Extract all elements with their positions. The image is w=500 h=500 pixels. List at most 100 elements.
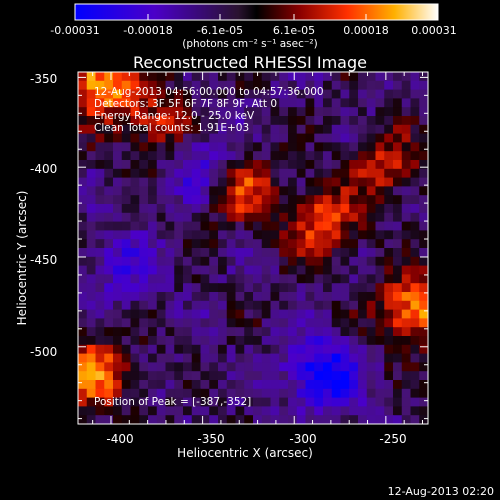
heatmap-cell (113, 309, 123, 319)
heatmap-cell (253, 133, 263, 143)
heatmap-cell (95, 415, 105, 425)
heatmap-cell (121, 195, 131, 205)
heatmap-cell (410, 327, 420, 337)
heatmap-cell (349, 274, 359, 284)
heatmap-cell (218, 239, 228, 249)
heatmap-cell (323, 168, 333, 179)
heatmap-cell (209, 230, 219, 240)
heatmap-cell (358, 98, 368, 108)
heatmap-cell (156, 221, 166, 231)
heatmap-cell (419, 72, 429, 82)
heatmap-cell (183, 107, 193, 117)
heatmap-cell (279, 160, 289, 170)
heatmap-cell (113, 397, 123, 407)
heatmap-cell (314, 274, 324, 284)
heatmap-cell (130, 344, 140, 355)
heatmap-cell (121, 204, 131, 214)
heatmap-cell (384, 98, 394, 108)
heatmap-cell (113, 406, 123, 416)
heatmap-cell (139, 344, 149, 355)
heatmap-cell (375, 186, 385, 196)
heatmap-cell (401, 160, 411, 170)
heatmap-cell (244, 336, 254, 346)
heatmap-cell (78, 221, 88, 231)
heatmap-cell (130, 221, 140, 231)
heatmap-cell (384, 89, 394, 99)
heatmap-cell (358, 186, 368, 196)
heatmap-cell (95, 283, 105, 293)
heatmap-cell (95, 353, 105, 363)
heatmap-cell (410, 248, 420, 258)
heatmap-cell (375, 72, 385, 82)
heatmap-cell (235, 204, 245, 214)
heatmap-cell (401, 274, 411, 284)
heatmap-cell (183, 133, 193, 143)
heatmap-cell (78, 353, 88, 363)
heatmap-cell (288, 98, 298, 108)
heatmap-cell (191, 160, 201, 170)
heatmap-cell (393, 415, 403, 425)
heatmap-cell (235, 107, 245, 117)
heatmap-cell (156, 256, 166, 267)
heatmap-cell (244, 292, 254, 302)
heatmap-cell (401, 186, 411, 196)
heatmap-cell (139, 195, 149, 205)
heatmap-cell (156, 406, 166, 416)
heatmap-cell (226, 89, 236, 99)
heatmap-cell (358, 300, 368, 311)
heatmap-cell (191, 239, 201, 249)
heatmap-cell (340, 133, 350, 143)
heatmap-cell (191, 151, 201, 161)
heatmap-cell (279, 98, 289, 108)
colorbar-tick-label: -6.1e-05 (196, 24, 244, 37)
heatmap-cell (323, 283, 333, 293)
heatmap-cell (349, 80, 359, 91)
heatmap-cell (323, 221, 333, 231)
heatmap-cell (95, 300, 105, 311)
heatmap-cell (270, 362, 280, 372)
heatmap-cell (279, 124, 289, 135)
heatmap-cell (244, 195, 254, 205)
heatmap-cell (401, 133, 411, 143)
heatmap-cell (375, 265, 385, 275)
colorbar-units: (photons cm⁻² s⁻¹ asec⁻²) (182, 38, 318, 50)
heatmap-cell (419, 309, 429, 319)
heatmap-cell (261, 397, 271, 407)
heatmap-cell (375, 362, 385, 372)
heatmap-cell (314, 327, 324, 337)
heatmap-cell (323, 318, 333, 328)
heatmap-cell (218, 151, 228, 161)
heatmap-cell (104, 151, 114, 161)
heatmap-cell (314, 151, 324, 161)
heatmap-cell (235, 380, 245, 390)
peak-position-label: Position of Peak = [-387,-352] (94, 396, 252, 408)
heatmap-cell (375, 318, 385, 328)
heatmap-cell (358, 221, 368, 231)
heatmap-cell (401, 318, 411, 328)
heatmap-cell (261, 98, 271, 108)
heatmap-cell (384, 256, 394, 267)
heatmap-cell (270, 160, 280, 170)
heatmap-cell (78, 265, 88, 275)
heatmap-cell (78, 318, 88, 328)
heatmap-cell (323, 406, 333, 416)
heatmap-cell (401, 248, 411, 258)
heatmap-cell (349, 72, 359, 82)
heatmap-cell (244, 248, 254, 258)
heatmap-cell (218, 336, 228, 346)
heatmap-cell (288, 380, 298, 390)
heatmap-cell (366, 89, 376, 99)
heatmap-cell (226, 116, 236, 126)
heatmap-cell (314, 344, 324, 355)
heatmap-cell (78, 212, 88, 223)
heatmap-cell (366, 371, 376, 381)
heatmap-cell (349, 406, 359, 416)
heatmap-cell (305, 204, 315, 214)
heatmap-cell (156, 344, 166, 355)
heatmap-cell (366, 186, 376, 196)
heatmap-cell (174, 177, 184, 187)
heatmap-cell (183, 124, 193, 135)
heatmap-cell (209, 142, 219, 152)
heatmap-cell (419, 274, 429, 284)
heatmap-cell (261, 160, 271, 170)
